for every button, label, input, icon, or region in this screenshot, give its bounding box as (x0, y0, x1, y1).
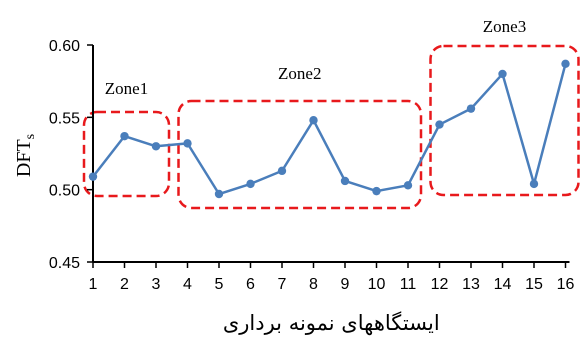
y-tick-label: 0.55 (49, 110, 80, 127)
data-point (183, 139, 192, 148)
y-tick-label: 0.45 (49, 255, 80, 272)
x-tick-label: 12 (431, 276, 449, 293)
x-tick-label: 7 (278, 276, 287, 293)
data-point (466, 104, 476, 113)
zone-box (177, 99, 423, 210)
x-tick-label: 3 (152, 276, 161, 293)
zone-label: Zone2 (278, 64, 321, 83)
x-tick-label: 1 (89, 276, 98, 293)
zone-box (429, 44, 580, 197)
data-point (246, 179, 255, 189)
data-point (151, 142, 161, 151)
x-tick-label: 14 (494, 276, 512, 293)
y-axis-title: DFTs (13, 134, 38, 177)
x-tick-label: 6 (246, 276, 255, 293)
data-point (435, 120, 444, 129)
y-tick-label: 0.50 (49, 183, 80, 200)
data-point (340, 176, 350, 186)
data-point (309, 116, 318, 125)
x-axis-title: ایستگاههای نمونه برداری (223, 311, 440, 335)
x-tick-label: 9 (341, 276, 350, 293)
x-tick-label: 2 (120, 276, 129, 293)
data-point (214, 189, 224, 199)
series-group (88, 59, 570, 199)
y-axis-ticks: 0.45 0.50 0.55 0.60 (49, 38, 93, 272)
x-axis-ticks: 1 2 3 4 5 6 7 8 9 10 11 12 13 14 15 16 (89, 262, 575, 293)
zone-annotations: Zone1 Zone2 Zone3 (82, 17, 580, 210)
data-point (403, 181, 413, 190)
x-tick-label: 15 (525, 276, 543, 293)
x-tick-label: 5 (215, 276, 224, 293)
zone-label: Zone3 (483, 17, 526, 36)
data-point (529, 179, 539, 189)
x-tick-label: 8 (309, 276, 318, 293)
zone-label: Zone1 (105, 79, 148, 98)
x-tick-label: 4 (183, 276, 192, 293)
axes (92, 45, 570, 263)
data-point (277, 166, 287, 176)
x-tick-label: 10 (368, 276, 386, 293)
data-point (561, 59, 570, 69)
data-point (372, 186, 381, 196)
x-tick-label: 11 (400, 276, 417, 293)
zone-box (82, 110, 171, 198)
data-point (120, 131, 129, 141)
x-tick-label: 13 (462, 276, 480, 293)
series-line (92, 63, 567, 196)
x-tick-label: 16 (557, 276, 575, 293)
data-point (88, 172, 98, 181)
y-tick-label: 0.60 (49, 38, 80, 55)
data-point (498, 69, 507, 79)
